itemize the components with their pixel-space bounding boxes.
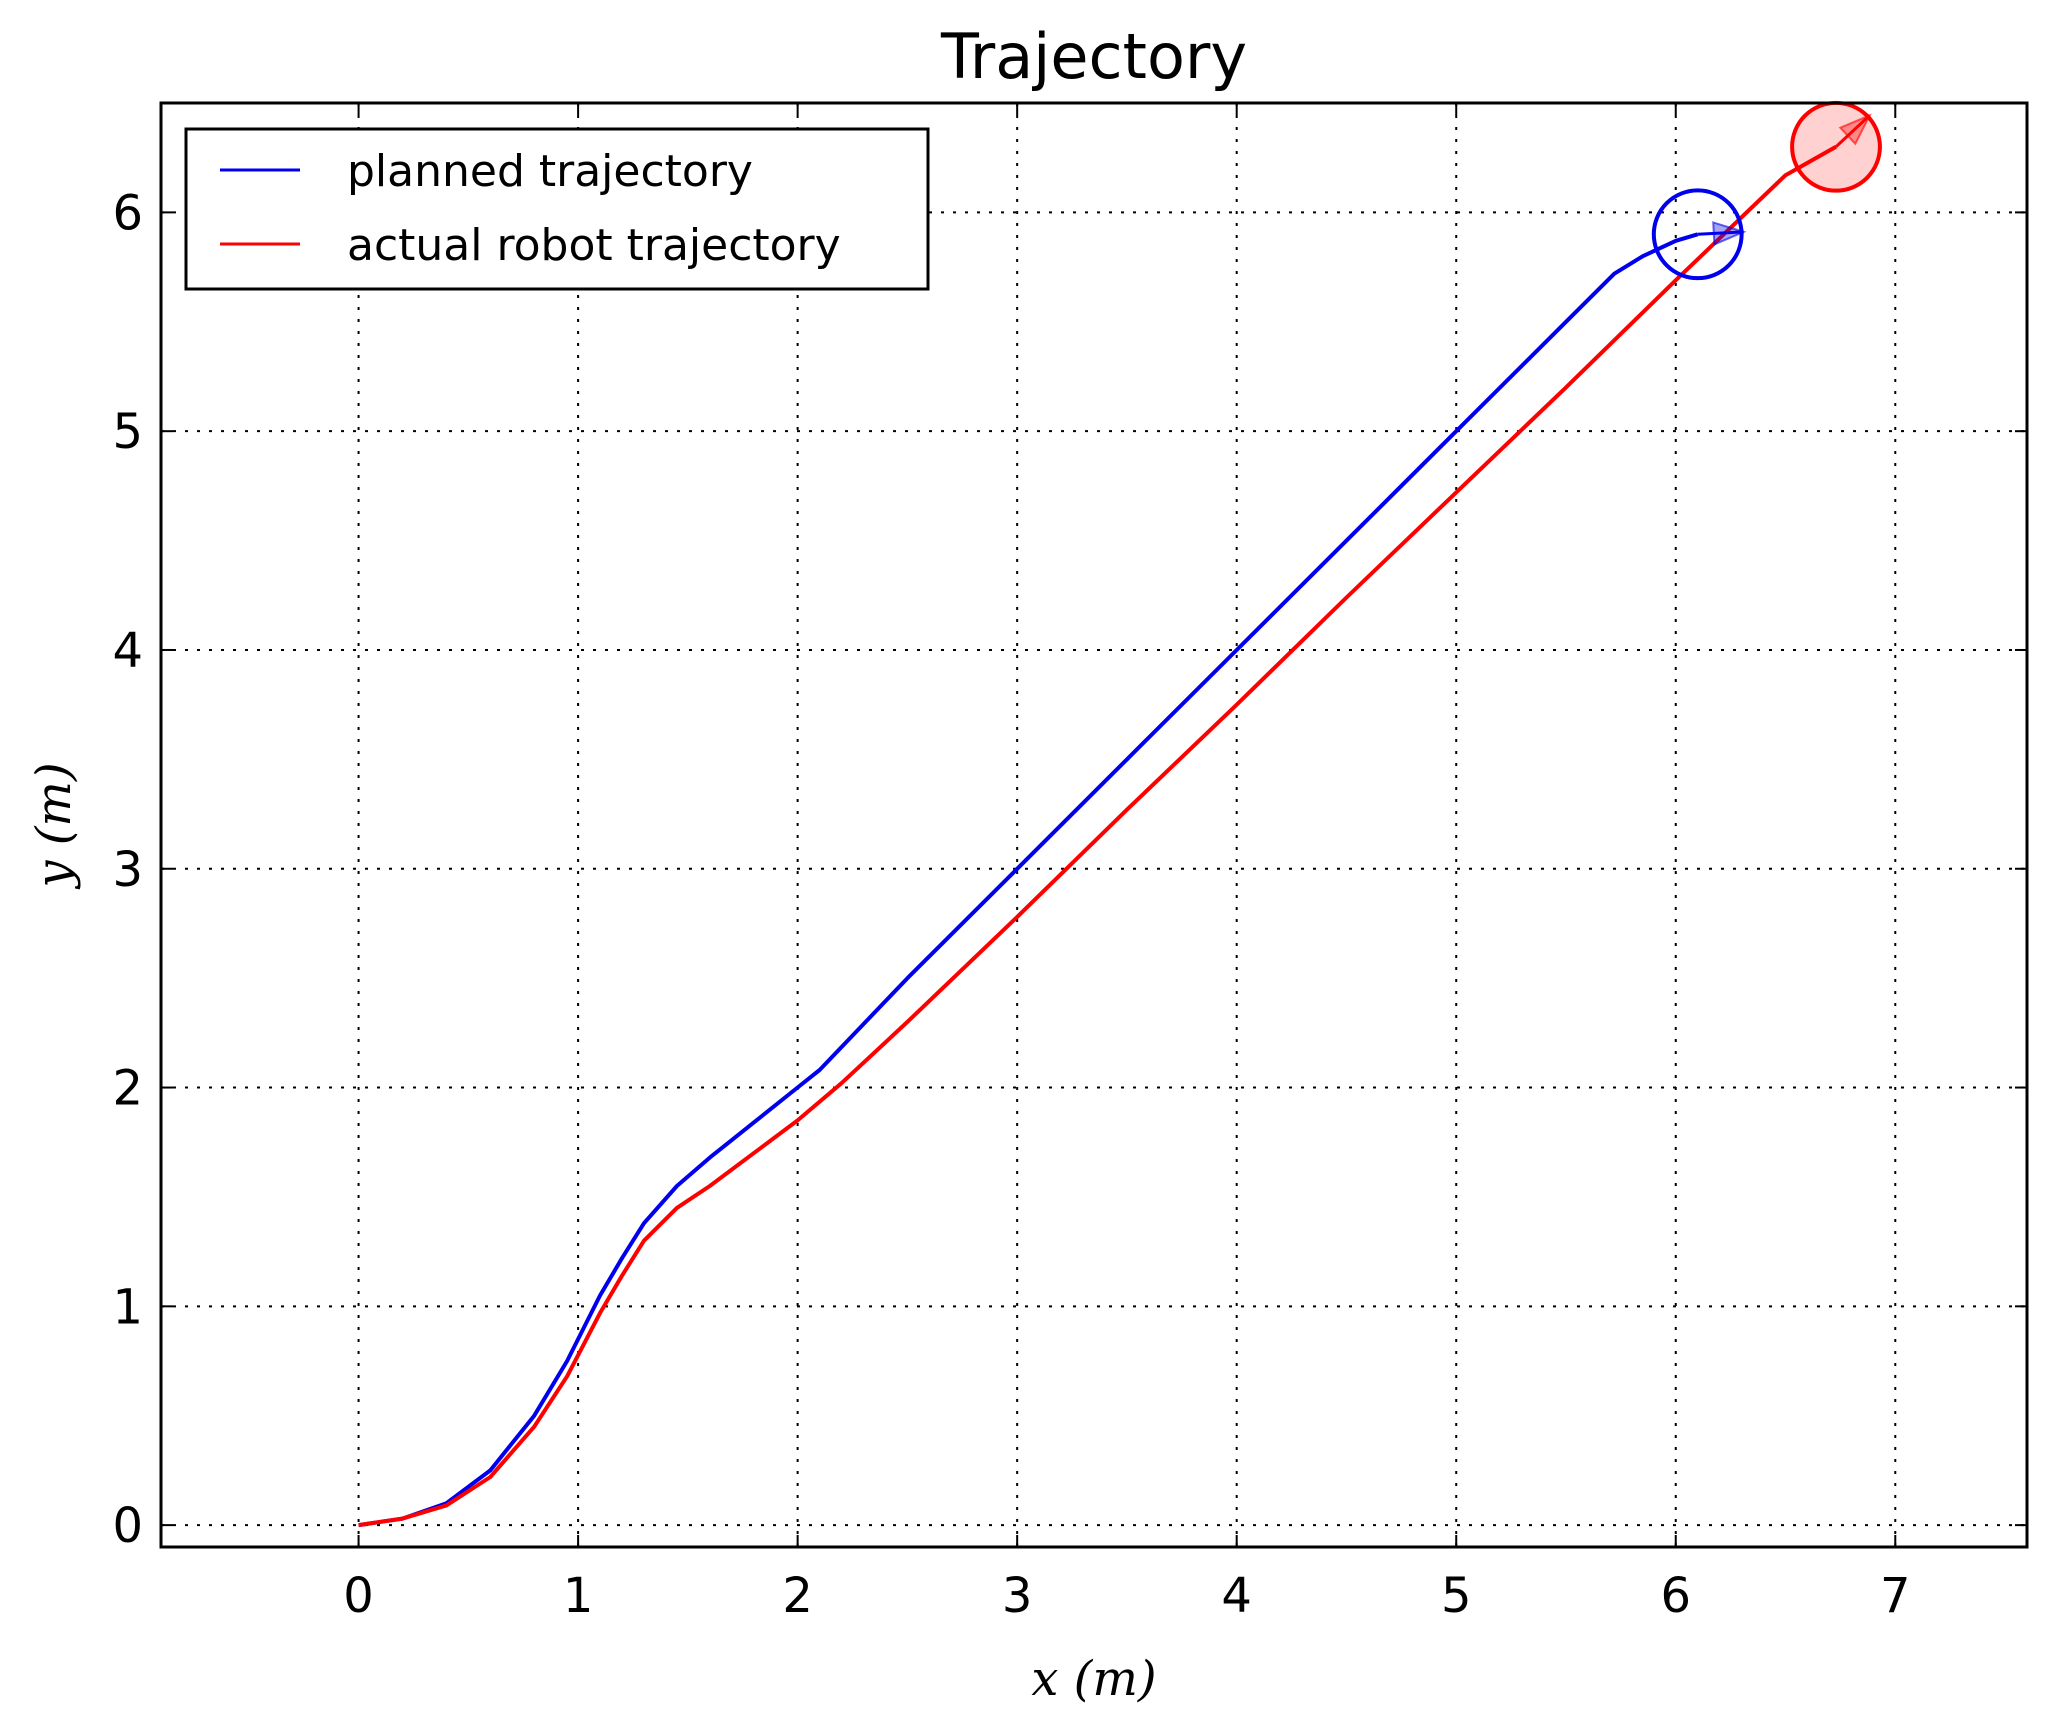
robot-pose-circle-planned [1651,188,1744,281]
x-tick-label: 0 [343,1568,374,1624]
y-tick-label: 1 [112,1279,143,1335]
y-tick-label: 4 [112,623,143,679]
legend: planned trajectory actual robot trajecto… [184,127,930,291]
y-tick-labels: 0 1 2 3 4 5 6 [112,185,143,1554]
y-tick-label: 2 [112,1061,143,1117]
x-tick-label: 5 [1441,1568,1472,1624]
chart-title: Trajectory [940,20,1247,93]
x-tick-label: 3 [1002,1568,1033,1624]
legend-label-planned: planned trajectory [347,146,753,197]
heading-line-actual [1834,114,1871,148]
x-axis-label: x (m) [1031,1651,1156,1707]
legend-label-actual: actual robot trajectory [347,220,841,271]
x-tick-label: 4 [1221,1568,1252,1624]
x-tick-label: 6 [1660,1568,1691,1624]
x-tick-label: 2 [782,1568,813,1624]
x-tick-label: 7 [1880,1568,1911,1624]
series-line-planned [358,232,1699,1528]
series-line-actual [358,145,1837,1528]
y-tick-label: 5 [112,404,143,460]
x-tick-label: 1 [563,1568,594,1624]
plot-frame [159,101,2029,1549]
tick-marks [161,103,2027,1547]
robot-pose-markers [1651,100,1882,281]
y-tick-label: 6 [112,185,143,241]
y-axis-label: y (m) [26,762,82,889]
y-tick-label: 0 [112,1498,143,1554]
legend-box [184,127,930,291]
grid-lines [161,103,2027,1547]
series-layer [358,145,1837,1528]
y-tick-label: 3 [112,842,143,898]
heading-line-planned [1697,230,1744,236]
x-tick-labels: 0 1 2 3 4 5 6 7 [343,1568,1910,1624]
